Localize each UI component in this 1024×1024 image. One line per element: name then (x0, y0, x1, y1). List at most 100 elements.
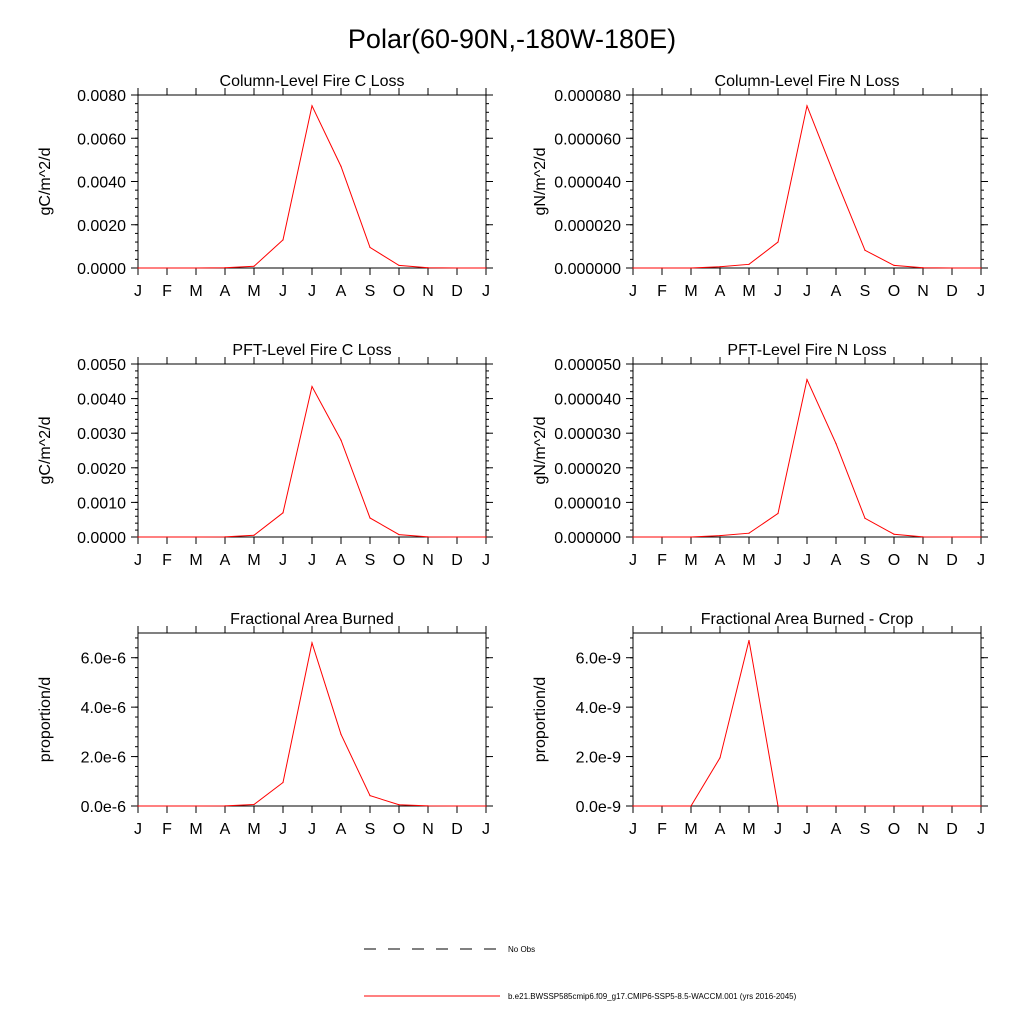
x-tick-label: F (657, 283, 667, 300)
data-point (806, 805, 808, 807)
y-tick-label: 0.0040 (77, 392, 126, 409)
data-point (951, 805, 953, 807)
data-point (893, 264, 895, 267)
data-point (777, 512, 779, 515)
data-point (806, 105, 808, 107)
data-point (224, 267, 226, 269)
data-point (835, 178, 837, 180)
x-tick-label: D (946, 821, 958, 838)
x-tick-label: J (134, 821, 142, 838)
x-tick-label: J (629, 552, 637, 569)
x-tick-label: S (860, 821, 871, 838)
x-tick-label: S (860, 552, 871, 569)
x-tick-label: N (917, 552, 929, 569)
data-point (340, 165, 342, 167)
x-tick-label: F (162, 283, 172, 300)
data-point (748, 263, 750, 265)
data-point (893, 533, 895, 535)
data-point (340, 439, 342, 441)
x-tick-label: M (247, 821, 260, 838)
x-tick-label: O (888, 283, 900, 300)
x-tick-label: J (279, 821, 287, 838)
data-point (864, 517, 866, 519)
figure-title: Polar(60-90N,-180W-180E) (348, 24, 676, 54)
y-axis-label: proportion/d (37, 677, 54, 762)
y-tick-label: 0.0080 (77, 88, 126, 105)
x-tick-label: O (393, 552, 405, 569)
data-point (253, 803, 255, 806)
plot-frame (632, 94, 982, 269)
y-tick-label: 2.0e-6 (81, 750, 126, 767)
x-tick-label: S (365, 821, 376, 838)
plot-frame (137, 363, 487, 538)
y-tick-label: 0.0010 (77, 495, 126, 512)
y-axis-label: gN/m^2/d (532, 148, 549, 216)
plot-frame (137, 632, 487, 807)
data-point (224, 536, 226, 538)
data-point (980, 536, 982, 538)
data-point (224, 805, 226, 807)
x-tick-label: J (803, 552, 811, 569)
data-point (922, 536, 924, 538)
x-tick-label: S (365, 283, 376, 300)
data-point (951, 536, 953, 538)
data-point (690, 805, 692, 807)
data-point (980, 267, 982, 269)
y-tick-label: 0.000060 (554, 131, 621, 148)
data-point (719, 757, 721, 759)
x-tick-label: J (629, 821, 637, 838)
x-tick-label: M (684, 821, 697, 838)
x-tick-label: J (629, 283, 637, 300)
data-point (719, 535, 721, 537)
data-point (166, 267, 168, 269)
data-point (748, 639, 750, 642)
data-point (777, 805, 779, 807)
x-tick-label: F (657, 821, 667, 838)
data-point (719, 266, 721, 268)
x-tick-label: F (162, 821, 172, 838)
y-tick-label: 0.0040 (77, 175, 126, 192)
x-tick-label: S (365, 552, 376, 569)
data-point (456, 805, 458, 807)
y-axis-label: proportion/d (532, 677, 549, 762)
data-point (166, 805, 168, 807)
data-point (340, 733, 342, 735)
x-tick-label: N (917, 283, 929, 300)
data-point (632, 536, 634, 538)
x-tick-label: J (308, 821, 316, 838)
x-tick-label: O (888, 552, 900, 569)
data-point (456, 267, 458, 269)
data-point (632, 805, 634, 807)
x-tick-label: O (888, 821, 900, 838)
data-point (980, 805, 982, 807)
x-tick-label: F (657, 552, 667, 569)
data-point (777, 241, 779, 243)
data-point (922, 267, 924, 269)
x-tick-label: D (451, 283, 463, 300)
y-tick-label: 4.0e-6 (81, 700, 126, 717)
data-point (485, 805, 487, 807)
data-point (369, 517, 371, 519)
x-tick-label: J (482, 821, 490, 838)
x-tick-label: D (946, 283, 958, 300)
y-tick-label: 0.000000 (554, 261, 621, 278)
plot-frame (632, 363, 982, 538)
data-point (864, 805, 866, 807)
data-point (311, 385, 313, 388)
y-tick-label: 0.000020 (554, 218, 621, 235)
data-point (427, 536, 429, 538)
x-tick-label: J (774, 821, 782, 838)
x-tick-label: D (451, 552, 463, 569)
x-tick-label: S (860, 283, 871, 300)
y-tick-label: 0.000020 (554, 461, 621, 478)
x-tick-label: A (336, 821, 347, 838)
x-tick-label: A (831, 821, 842, 838)
data-point (311, 105, 313, 107)
x-tick-label: M (684, 552, 697, 569)
y-tick-label: 0.0e-6 (81, 799, 126, 816)
data-point (485, 267, 487, 269)
data-point (893, 805, 895, 807)
data-point (253, 534, 255, 536)
y-axis-label: gC/m^2/d (37, 148, 54, 216)
